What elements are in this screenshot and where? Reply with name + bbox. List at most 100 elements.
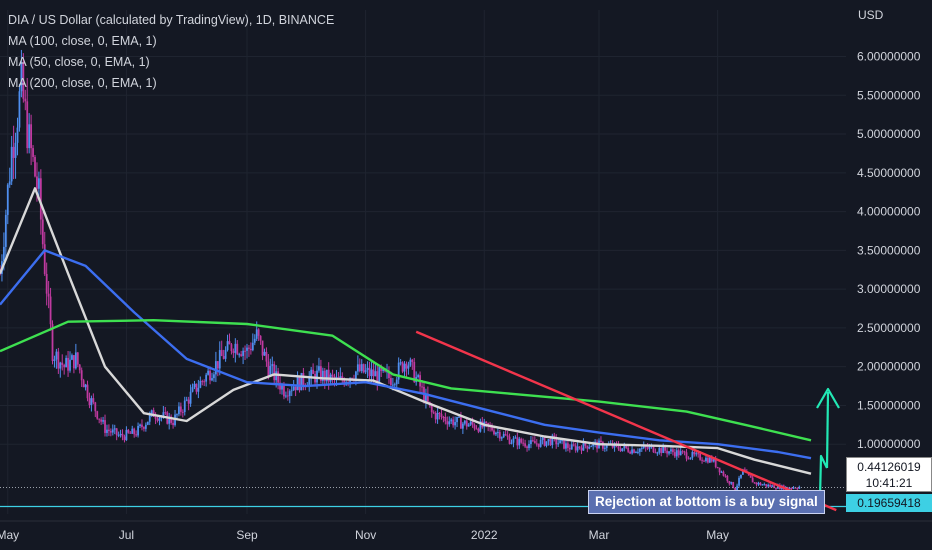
candle-body [563, 440, 565, 449]
candle-body [742, 469, 744, 475]
candle-body [679, 451, 682, 456]
candle-body [74, 352, 77, 369]
candle-body [703, 460, 705, 462]
candle-body [442, 417, 445, 419]
candle-body [638, 448, 641, 452]
candle-body [238, 354, 241, 356]
candle-body [55, 351, 58, 360]
candle-body [761, 484, 764, 486]
candle-body [18, 91, 21, 128]
candle-body [588, 446, 591, 449]
candle-body [526, 446, 528, 448]
candle-body [440, 413, 443, 418]
candle-body [115, 428, 118, 436]
candle-body [191, 387, 194, 392]
support-price-badge: 0.19659418 [846, 494, 932, 512]
candle-body [59, 362, 62, 369]
candle-body [732, 482, 735, 488]
candle-body [249, 348, 252, 351]
candle-body [376, 371, 379, 383]
candle-body [331, 374, 334, 377]
candle-body [179, 406, 182, 412]
legend-ma50[interactable]: MA (50, close, 0, EMA, 1) [8, 55, 150, 69]
candle-body [391, 384, 394, 386]
ma200-line [0, 319, 812, 442]
candle-body [76, 352, 79, 365]
candle-body [277, 371, 280, 383]
candle-body [405, 363, 408, 369]
candle-body [705, 457, 707, 462]
candle-body [767, 484, 770, 487]
candle-body [586, 445, 589, 449]
candle-body [722, 471, 725, 476]
candle-body [106, 429, 108, 433]
candle-body [502, 434, 505, 438]
candle-body [565, 443, 567, 449]
candle-body [504, 434, 507, 436]
candle-body [100, 419, 103, 422]
candle-body [633, 449, 635, 453]
candle-body [771, 485, 773, 487]
candle-body [236, 343, 239, 355]
legend-ma200[interactable]: MA (200, close, 0, EMA, 1) [8, 76, 157, 90]
candle-body [111, 429, 114, 433]
candle-body [580, 447, 583, 451]
candle-body [213, 374, 215, 379]
candle-body [88, 398, 91, 406]
candle-body [578, 446, 581, 448]
candle-body [786, 486, 789, 489]
candle-body [491, 426, 493, 431]
candle-body [450, 419, 453, 422]
candle-body [255, 329, 258, 339]
annotation-note[interactable]: Rejection at bottom is a buy signal [588, 490, 825, 514]
candle-body [687, 458, 690, 460]
candle-body [230, 344, 233, 352]
y-tick-label: 1.00000000 [857, 437, 921, 451]
candle-body [168, 416, 171, 424]
candle-body [685, 452, 688, 459]
candle-body [82, 380, 85, 388]
candle-body [407, 365, 410, 369]
candle-body [461, 423, 464, 429]
candle-body [708, 457, 711, 463]
candle-body [662, 446, 665, 454]
candle-body [518, 438, 521, 446]
candle-body [96, 411, 99, 419]
candle-body [749, 475, 752, 478]
candle-body [399, 362, 402, 364]
candle-body [740, 474, 742, 478]
candle-body [325, 369, 328, 382]
candle-body [498, 432, 501, 439]
y-tick-label: 6.00000000 [857, 50, 921, 64]
candle-body [94, 402, 97, 412]
legend-ma100[interactable]: MA (100, close, 0, EMA, 1) [8, 34, 157, 48]
candle-body [495, 432, 497, 435]
candle-body [265, 351, 268, 362]
x-tick-label: May [0, 528, 19, 542]
candle-body [143, 427, 145, 429]
candle-body [139, 424, 141, 426]
candle-body [290, 390, 293, 392]
candle-body [197, 387, 200, 392]
currency-label[interactable]: USD [858, 8, 884, 22]
candle-body [652, 445, 655, 453]
candle-body [421, 386, 423, 388]
candle-body [362, 364, 365, 373]
candle-body [714, 459, 717, 467]
candle-body [12, 146, 15, 158]
candle-body [279, 382, 281, 390]
candle-body [426, 393, 429, 402]
candle-body [751, 477, 754, 483]
x-tick-label: 2022 [471, 528, 498, 542]
candle-body [69, 359, 71, 371]
candle-body [512, 438, 515, 443]
candle-body [648, 446, 651, 449]
candle-body [446, 421, 449, 425]
candle-body [520, 438, 523, 443]
candle-body [707, 457, 709, 463]
candle-body [0, 273, 1, 275]
candle-body [135, 434, 138, 436]
candle-body [388, 371, 390, 379]
